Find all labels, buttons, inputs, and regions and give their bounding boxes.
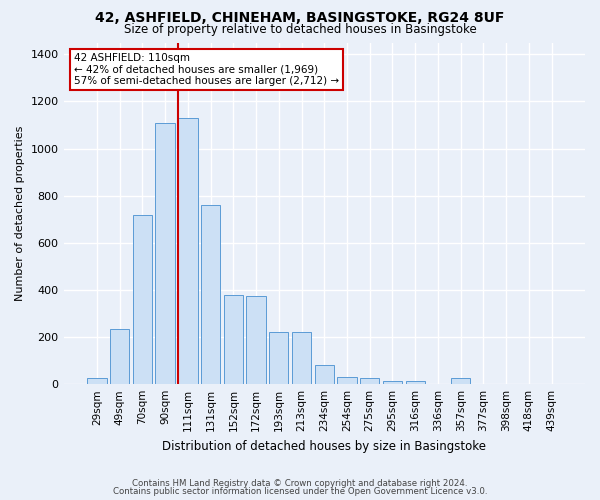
Bar — [451, 378, 470, 384]
Bar — [314, 366, 334, 384]
Text: Contains public sector information licensed under the Open Government Licence v3: Contains public sector information licen… — [113, 487, 487, 496]
Text: 42 ASHFIELD: 110sqm
← 42% of detached houses are smaller (1,969)
57% of semi-det: 42 ASHFIELD: 110sqm ← 42% of detached ho… — [74, 53, 339, 86]
Bar — [155, 122, 175, 384]
Bar — [110, 329, 130, 384]
Bar — [269, 332, 289, 384]
Bar — [406, 380, 425, 384]
Text: Size of property relative to detached houses in Basingstoke: Size of property relative to detached ho… — [124, 22, 476, 36]
Bar — [224, 294, 243, 384]
X-axis label: Distribution of detached houses by size in Basingstoke: Distribution of detached houses by size … — [162, 440, 486, 452]
Bar — [337, 376, 356, 384]
Bar — [201, 205, 220, 384]
Bar — [247, 296, 266, 384]
Bar — [383, 380, 402, 384]
Bar — [360, 378, 379, 384]
Y-axis label: Number of detached properties: Number of detached properties — [15, 126, 25, 301]
Text: 42, ASHFIELD, CHINEHAM, BASINGSTOKE, RG24 8UF: 42, ASHFIELD, CHINEHAM, BASINGSTOKE, RG2… — [95, 12, 505, 26]
Bar — [292, 332, 311, 384]
Text: Contains HM Land Registry data © Crown copyright and database right 2024.: Contains HM Land Registry data © Crown c… — [132, 478, 468, 488]
Bar — [178, 118, 197, 384]
Bar — [87, 378, 107, 384]
Bar — [133, 214, 152, 384]
